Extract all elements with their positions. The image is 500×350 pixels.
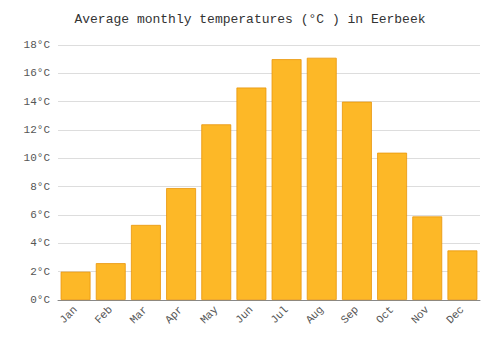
svg-text:Sep: Sep xyxy=(339,304,361,326)
svg-text:Jun: Jun xyxy=(233,304,255,326)
svg-text:8°C: 8°C xyxy=(30,181,50,193)
svg-text:Oct: Oct xyxy=(374,304,396,326)
svg-text:16°C: 16°C xyxy=(24,67,51,79)
svg-text:May: May xyxy=(198,303,221,326)
svg-text:Apr: Apr xyxy=(163,304,185,326)
svg-text:Aug: Aug xyxy=(304,304,326,326)
svg-text:4°C: 4°C xyxy=(30,237,50,249)
svg-text:Average monthly temperatures (: Average monthly temperatures (°C ) in Ee… xyxy=(74,12,425,27)
svg-text:Jul: Jul xyxy=(268,304,290,326)
svg-text:12°C: 12°C xyxy=(24,124,51,136)
svg-text:10°C: 10°C xyxy=(24,152,51,164)
svg-text:18°C: 18°C xyxy=(24,39,51,51)
svg-text:Feb: Feb xyxy=(93,304,115,326)
svg-text:0°C: 0°C xyxy=(30,294,50,306)
svg-text:2°C: 2°C xyxy=(30,266,50,278)
svg-text:Nov: Nov xyxy=(409,303,432,326)
svg-text:14°C: 14°C xyxy=(24,96,51,108)
svg-text:Dec: Dec xyxy=(444,304,466,326)
svg-text:Jan: Jan xyxy=(57,304,79,326)
svg-text:Mar: Mar xyxy=(128,304,150,326)
svg-text:6°C: 6°C xyxy=(30,209,50,221)
